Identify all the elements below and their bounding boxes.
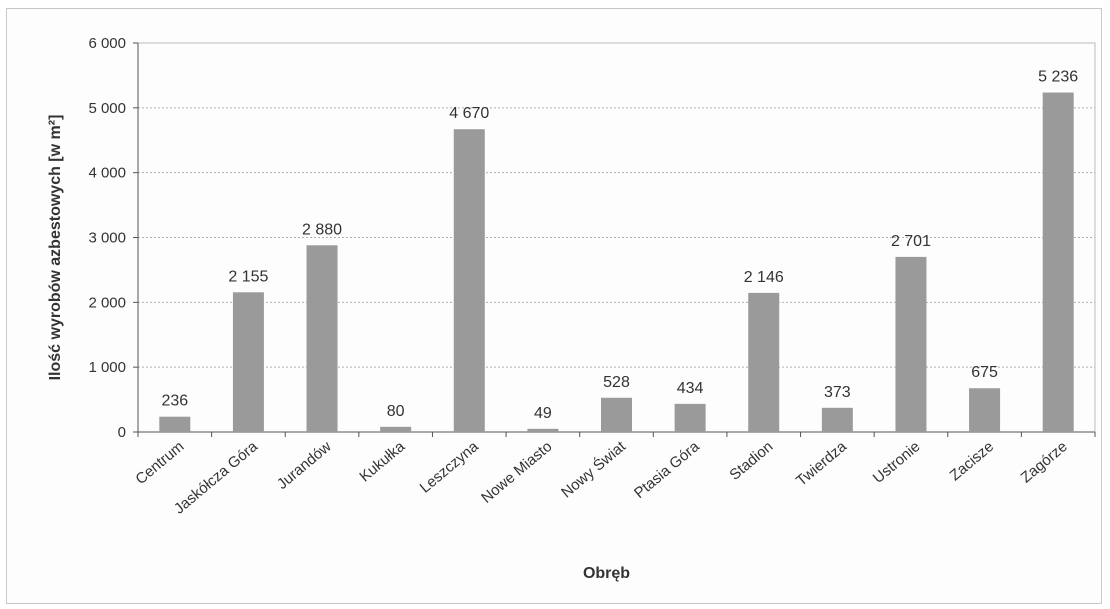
y-tick-label: 4 000 (88, 165, 126, 182)
data-label: 5 236 (1038, 69, 1078, 86)
data-label: 373 (824, 384, 851, 401)
y-tick-label: 6 000 (88, 35, 126, 52)
x-tick-label: Stadion (726, 438, 776, 484)
bar (306, 245, 338, 432)
y-tick-label: 3 000 (88, 230, 126, 247)
bar (453, 129, 485, 432)
gridlines (138, 42, 1095, 368)
x-axis-title: Obręb (583, 565, 630, 582)
data-label: 2 880 (302, 221, 342, 238)
bar (527, 428, 559, 432)
data-labels: 236 2 155 2 880 80 4 670 49 528 434 2 146 373 2 70… (161, 69, 1078, 422)
data-label: 675 (971, 364, 998, 381)
y-tick-labels: 0 1 000 2 000 3 000 4 000 5 000 6 000 (88, 35, 126, 441)
data-label: 236 (161, 393, 188, 410)
y-tick-label: 1 000 (88, 359, 126, 376)
data-label: 2 155 (228, 268, 268, 285)
bar (380, 426, 412, 432)
data-label: 80 (387, 403, 405, 420)
x-tick-label: Nowe Miasto (478, 438, 555, 507)
x-tick-label: Nowy Świat (557, 437, 629, 502)
bar (159, 416, 191, 432)
bar (821, 407, 853, 432)
bar (674, 403, 706, 432)
x-tick-label: Zagórze (1018, 438, 1071, 486)
bar (748, 292, 780, 432)
x-tick-label: Jurandów (274, 438, 335, 493)
y-tick-label: 5 000 (88, 100, 126, 117)
data-label: 528 (603, 374, 630, 391)
bar (1042, 92, 1074, 433)
y-axis-title: Ilość wyrobów azbestowych [w m²] (47, 115, 64, 381)
x-tick-label: Zacisze (947, 438, 998, 484)
data-label: 2 701 (891, 233, 931, 250)
y-tick-label: 2 000 (88, 294, 126, 311)
y-tick-label: 0 (118, 424, 126, 441)
bar (969, 388, 1001, 432)
data-label: 4 670 (449, 105, 489, 122)
data-label: 434 (677, 380, 704, 397)
bar (232, 292, 264, 432)
bar (601, 397, 632, 432)
x-tick-label: Leszczyna (417, 438, 483, 497)
data-label: 2 146 (744, 269, 784, 286)
x-tick-label: Twierdza (793, 438, 850, 490)
x-tick-label: Centrum (132, 438, 187, 488)
bar (895, 256, 927, 432)
x-tick-label: Kukułka (356, 438, 408, 486)
x-tick-label: Ustronie (870, 438, 924, 487)
bars (159, 92, 1074, 433)
data-label: 49 (534, 405, 552, 422)
x-tick-label: Ptasia Góra (631, 438, 703, 502)
